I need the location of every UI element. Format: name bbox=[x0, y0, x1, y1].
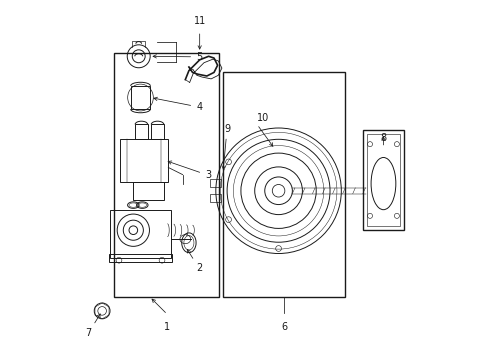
Text: 11: 11 bbox=[193, 16, 205, 26]
Text: 9: 9 bbox=[222, 123, 230, 169]
Bar bbox=[223, 72, 344, 297]
Text: 4: 4 bbox=[154, 97, 202, 112]
Text: 1: 1 bbox=[164, 321, 170, 332]
Bar bbox=[120, 139, 168, 182]
Bar bbox=[113, 53, 219, 297]
Text: 5: 5 bbox=[153, 52, 202, 62]
Text: 10: 10 bbox=[257, 113, 269, 123]
Bar bbox=[109, 253, 171, 262]
Text: 6: 6 bbox=[280, 321, 286, 332]
Bar bbox=[130, 86, 150, 109]
Bar bbox=[133, 182, 163, 200]
Bar bbox=[362, 130, 403, 230]
Text: 3: 3 bbox=[168, 161, 211, 180]
Bar bbox=[151, 125, 163, 139]
Bar bbox=[110, 210, 171, 258]
Bar bbox=[210, 194, 221, 202]
Bar bbox=[135, 125, 147, 139]
Bar bbox=[366, 134, 399, 226]
Text: 8: 8 bbox=[380, 132, 386, 143]
Text: 2: 2 bbox=[187, 249, 202, 274]
Bar bbox=[210, 179, 221, 187]
Text: 7: 7 bbox=[85, 314, 100, 338]
